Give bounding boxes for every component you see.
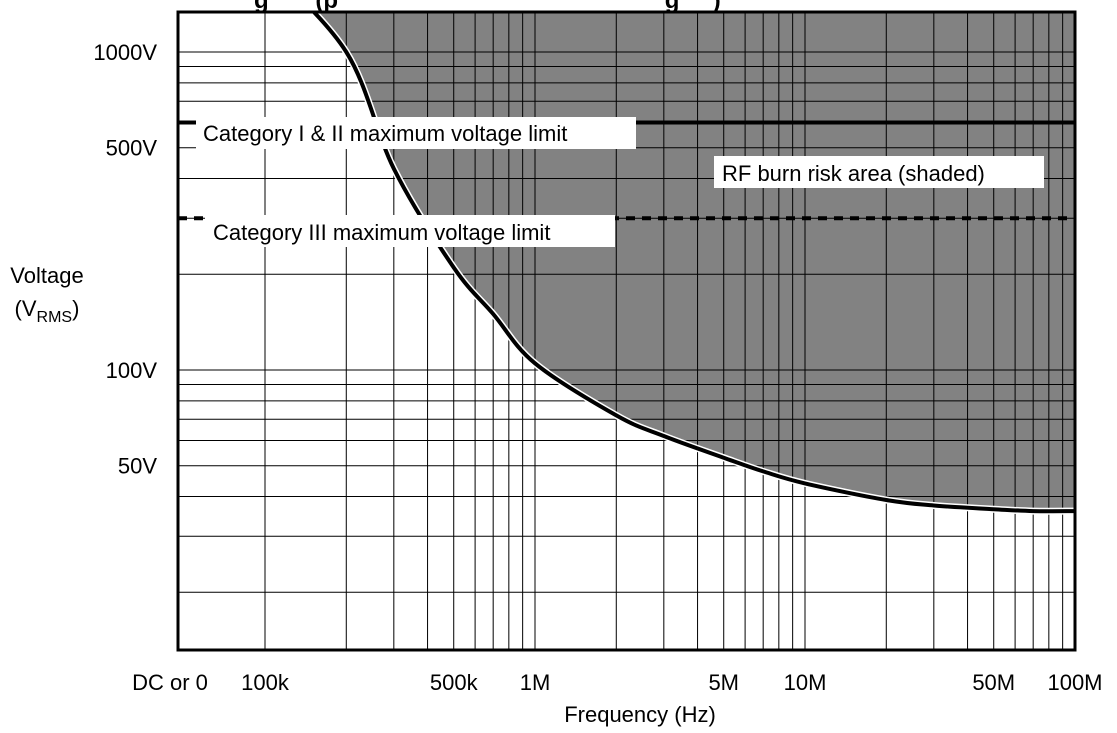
x-tick-labels: DC or 0 100k 500k 1M 5M 10M 50M 100M [132, 670, 1102, 695]
y-axis-unit: (VRMS) [15, 296, 80, 326]
x-tick-label: DC or 0 [132, 670, 208, 695]
y-tick-labels: 1000V 500V 100V 50V [93, 40, 157, 479]
x-tick-label: 50M [972, 670, 1015, 695]
shaded-region-layer [265, 12, 1075, 512]
cat12-label-bg [196, 117, 636, 149]
cat12-label: Category I & II maximum voltage limit [203, 121, 567, 146]
rf-burn-risk-area [265, 12, 1075, 512]
y-axis-title: Voltage [10, 263, 83, 288]
y-tick-label: 1000V [93, 40, 157, 65]
y-tick-label: 100V [106, 358, 158, 383]
y-axis-unit-subscript: RMS [37, 309, 73, 326]
y-tick-label: 50V [118, 454, 157, 479]
rf-risk-label-bg [714, 156, 1044, 188]
rf-risk-label: RF burn risk area (shaded) [722, 161, 985, 186]
chart-title-partial: g (p g ) [254, 0, 721, 14]
cat3-label: Category III maximum voltage limit [213, 220, 550, 245]
y-tick-label: 500V [106, 136, 158, 161]
x-tick-label: 500k [430, 670, 479, 695]
cat3-label-bg [205, 215, 615, 247]
x-tick-label: 5M [708, 670, 739, 695]
x-tick-label: 1M [520, 670, 551, 695]
x-tick-label: 10M [784, 670, 827, 695]
plot-frame [176, 10, 1077, 652]
x-axis-title: Frequency (Hz) [564, 702, 716, 727]
rf-burn-threshold-curve [311, 12, 1075, 514]
curve-layer [309, 12, 1075, 515]
x-tick-label: 100k [241, 670, 290, 695]
x-tick-label: 100M [1047, 670, 1102, 695]
